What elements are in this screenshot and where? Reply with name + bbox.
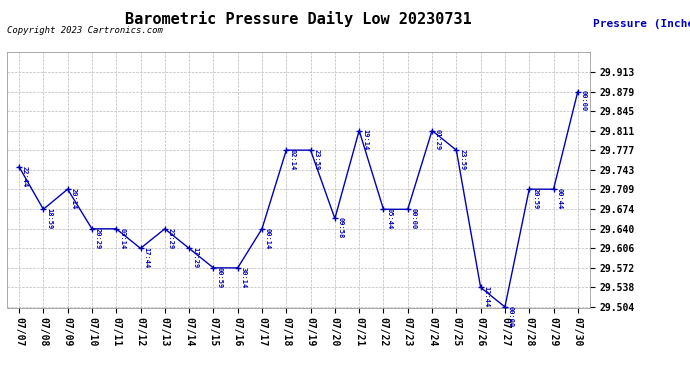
Text: 00:00: 00:00 [581,90,586,112]
Text: 01:29: 01:29 [435,129,441,151]
Text: 19:14: 19:14 [362,129,368,151]
Text: Pressure (Inches/Hg): Pressure (Inches/Hg) [593,19,690,29]
Text: 03:14: 03:14 [119,228,125,249]
Text: 23:29: 23:29 [168,228,174,249]
Text: 23:59: 23:59 [313,149,319,170]
Text: 09:58: 09:58 [338,217,344,238]
Text: 02:14: 02:14 [289,149,295,170]
Text: 20:59: 20:59 [532,188,538,209]
Text: 23:59: 23:59 [460,149,465,170]
Text: 05:44: 05:44 [386,208,393,230]
Text: 00:14: 00:14 [265,228,271,249]
Text: 12:44: 12:44 [484,286,489,308]
Text: 17:44: 17:44 [144,247,150,268]
Text: 20:14: 20:14 [70,188,77,209]
Text: 00:59: 00:59 [216,267,222,288]
Text: 00:44: 00:44 [556,188,562,209]
Text: Barometric Pressure Daily Low 20230731: Barometric Pressure Daily Low 20230731 [125,11,472,27]
Text: Copyright 2023 Cartronics.com: Copyright 2023 Cartronics.com [7,26,163,35]
Text: 00:00: 00:00 [411,208,417,230]
Text: 20:29: 20:29 [95,228,101,249]
Text: 30:14: 30:14 [241,267,246,288]
Text: 18:59: 18:59 [46,208,52,230]
Text: 22:44: 22:44 [22,166,28,187]
Text: 00:00: 00:00 [508,306,514,327]
Text: 17:29: 17:29 [192,247,198,268]
